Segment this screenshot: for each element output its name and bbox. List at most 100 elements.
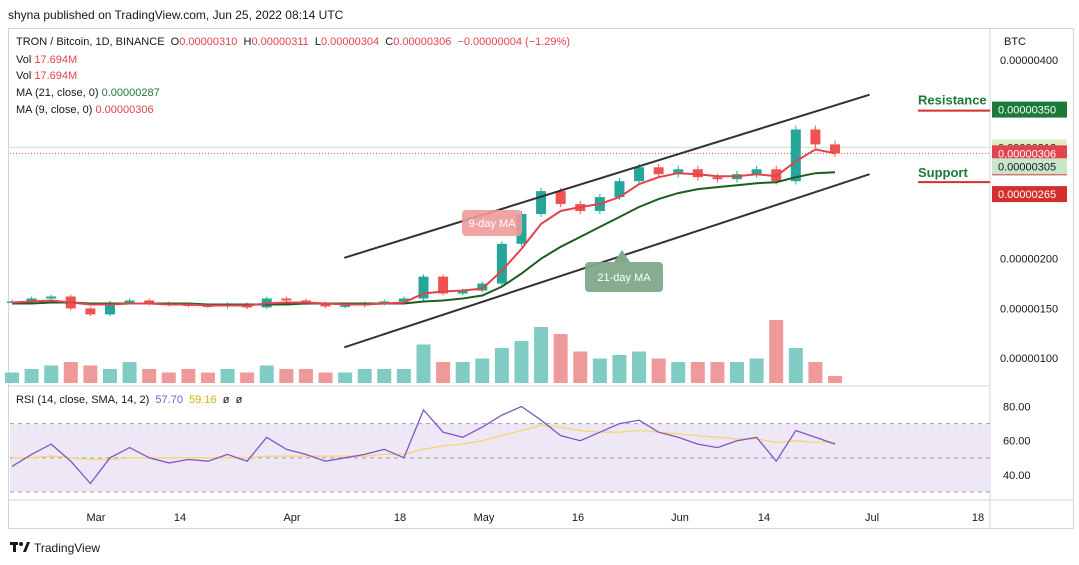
volume-bar bbox=[475, 358, 490, 383]
volume-bar bbox=[181, 369, 196, 383]
candle-body bbox=[320, 303, 331, 307]
volume-bar bbox=[455, 362, 470, 383]
tradingview-brand-name: TradingView bbox=[34, 540, 101, 555]
candle-body bbox=[144, 300, 155, 304]
candle-body bbox=[104, 302, 115, 315]
ma9-tag-box bbox=[462, 210, 522, 236]
legend-c-value: 0.00000306 bbox=[393, 36, 452, 48]
rsi-line bbox=[11, 405, 836, 485]
volume-bar bbox=[612, 355, 627, 383]
volume-bar bbox=[788, 348, 803, 383]
volume-bar bbox=[690, 362, 705, 383]
legend-c-label: C bbox=[385, 36, 394, 48]
candle-body bbox=[46, 296, 57, 299]
legend-ma9-value: 0.00000306 bbox=[95, 104, 154, 116]
candle-body bbox=[340, 305, 351, 307]
ma9-tag-text: 9-day MA bbox=[468, 218, 516, 230]
support-price-badge-bg bbox=[992, 186, 1067, 203]
legend-rsi: RSI (14, close, SMA, 14, 2) 57.70 59.16 … bbox=[16, 394, 242, 407]
resistance-label: Resistance bbox=[918, 93, 987, 108]
legend-vol2: Vol 17.694M bbox=[16, 70, 77, 83]
legend-l-label: L bbox=[314, 36, 321, 48]
volume-bar bbox=[749, 358, 764, 383]
ma21-tag-pointer bbox=[614, 250, 630, 262]
legend-vol2-label: Vol bbox=[16, 70, 32, 82]
legend-ohlc: TRON / Bitcoin, 1D, BINANCE O0.00000310 … bbox=[16, 36, 570, 49]
legend-ma21-value: 0.00000287 bbox=[101, 87, 160, 99]
legend-ma9: MA (9, close, 0) 0.00000306 bbox=[16, 104, 154, 117]
time-tick-label: Mar bbox=[87, 512, 106, 524]
ma21-tag-box bbox=[585, 262, 663, 292]
volume-bar bbox=[240, 372, 255, 383]
volume-bar bbox=[671, 362, 686, 383]
volume-bar bbox=[828, 376, 842, 383]
last-price-badge-text: 0.00000306 bbox=[998, 148, 1056, 160]
support-price-badge-text: 0.00000265 bbox=[998, 189, 1056, 201]
legend-rsi-label: RSI (14, close, SMA, 14, 2) bbox=[16, 394, 150, 406]
volume-bar bbox=[220, 369, 235, 383]
legend-rsi-extra1: ø bbox=[222, 394, 230, 406]
published-by-text: shyna published on TradingView.com, Jun … bbox=[8, 8, 344, 22]
volume-bar bbox=[534, 327, 549, 383]
candle-body bbox=[26, 298, 37, 302]
ma9-line bbox=[11, 148, 836, 307]
time-tick-label: 18 bbox=[972, 512, 984, 524]
chart-frame bbox=[8, 28, 1074, 529]
legend-change: −0.00000004 (−1.29%) bbox=[457, 36, 570, 48]
volume-bar bbox=[396, 369, 411, 383]
volume-bar bbox=[259, 365, 274, 383]
legend-vol-label: Vol bbox=[16, 54, 32, 66]
volume-bar bbox=[122, 362, 137, 383]
tradingview-brand[interactable]: TradingView bbox=[10, 540, 100, 555]
time-tick-label: May bbox=[474, 512, 495, 524]
legend-l-value: 0.00000304 bbox=[321, 36, 380, 48]
volume-bar bbox=[298, 369, 313, 383]
legend-ma21: MA (21, close, 0) 0.00000287 bbox=[16, 87, 160, 100]
volume-bar bbox=[200, 372, 215, 383]
volume-bar bbox=[494, 348, 509, 383]
volume-bar bbox=[338, 372, 353, 383]
volume-bar bbox=[592, 358, 607, 383]
candle-body bbox=[496, 243, 507, 284]
price-305-badge-text: 0.00000305 bbox=[998, 161, 1056, 173]
rsi-tick-label: 80.00 bbox=[1003, 402, 1031, 414]
candle-body bbox=[281, 298, 292, 301]
volume-bar bbox=[514, 341, 529, 383]
ma21-tag-text: 21-day MA bbox=[597, 272, 651, 284]
candle-body bbox=[398, 298, 409, 302]
candle-body bbox=[790, 129, 801, 182]
candle-body bbox=[85, 308, 96, 315]
candle-body bbox=[712, 177, 723, 180]
volume-bar bbox=[279, 369, 294, 383]
volume-bar bbox=[5, 372, 19, 383]
candle-body bbox=[477, 283, 488, 291]
channel-lower-line bbox=[343, 173, 870, 349]
rsi-tick-label: 40.00 bbox=[1003, 470, 1031, 482]
price-305-badge-bg bbox=[992, 158, 1067, 175]
resistance-price-badge-bg bbox=[992, 101, 1067, 118]
legend-o-label: O bbox=[170, 36, 180, 48]
volume-bar bbox=[318, 372, 333, 383]
price-tick-label: 0.00000200 bbox=[1000, 254, 1058, 266]
volume-bar bbox=[573, 351, 588, 383]
price-tick-label: 0.00000150 bbox=[1000, 303, 1058, 315]
time-tick-label: Jul bbox=[865, 512, 879, 524]
candle-body bbox=[124, 300, 135, 303]
tradingview-logo-icon bbox=[10, 540, 30, 555]
legend-vol: Vol 17.694M bbox=[16, 54, 77, 67]
volume-bar bbox=[63, 362, 78, 383]
legend-rsi-value: 57.70 bbox=[155, 394, 183, 406]
rsi-tick-label: 60.00 bbox=[1003, 436, 1031, 448]
legend-h-label: H bbox=[243, 36, 252, 48]
volume-bar bbox=[651, 358, 666, 383]
candle-body bbox=[751, 169, 762, 175]
candle-body bbox=[810, 129, 821, 145]
candle-body bbox=[634, 167, 645, 182]
price-axis-unit: BTC bbox=[1004, 36, 1026, 48]
resistance-price-badge-text: 0.00000350 bbox=[998, 105, 1056, 117]
volume-bar bbox=[24, 369, 39, 383]
candle-body bbox=[673, 169, 684, 175]
legend-vol2-value: 17.694M bbox=[34, 70, 78, 82]
candle-body bbox=[555, 191, 566, 205]
